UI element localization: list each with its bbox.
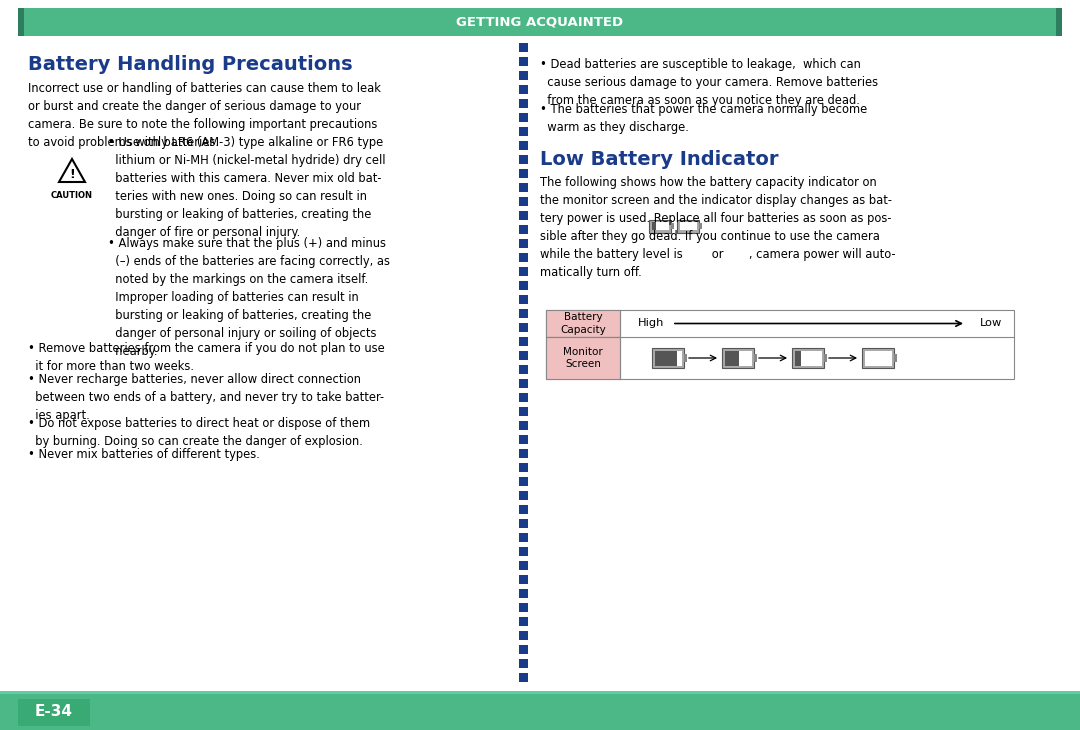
Bar	[546, 337, 620, 379]
Bar	[795, 350, 822, 366]
Bar	[519, 365, 528, 374]
Text: High: High	[638, 318, 664, 328]
Bar	[18, 699, 90, 726]
Bar	[671, 223, 674, 228]
Bar	[723, 348, 754, 368]
Bar	[795, 350, 801, 366]
Bar	[652, 348, 684, 368]
Text: Low Battery Indicator: Low Battery Indicator	[540, 150, 779, 169]
Bar	[864, 350, 891, 366]
Bar	[1056, 8, 1062, 36]
Bar	[519, 379, 528, 388]
Bar	[519, 309, 528, 318]
Bar	[519, 659, 528, 668]
Bar	[519, 449, 528, 458]
Text: E-34: E-34	[35, 704, 73, 720]
Bar	[654, 350, 677, 366]
Bar	[792, 348, 824, 368]
Bar	[0, 694, 1080, 730]
Bar	[519, 351, 528, 360]
Bar	[824, 354, 827, 362]
Bar	[519, 197, 528, 206]
Bar	[679, 222, 697, 230]
Bar	[519, 281, 528, 290]
Bar	[654, 350, 681, 366]
Bar	[699, 223, 702, 228]
Bar	[894, 354, 897, 362]
Text: The following shows how the battery capacity indicator on
the monitor screen and: The following shows how the battery capa…	[540, 176, 895, 279]
Bar	[519, 225, 528, 234]
Bar	[519, 113, 528, 122]
Bar	[519, 169, 528, 178]
Bar	[519, 211, 528, 220]
Bar	[519, 239, 528, 248]
Bar	[649, 220, 671, 232]
Text: Monitor
Screen: Monitor Screen	[563, 347, 603, 369]
Bar	[519, 267, 528, 276]
Bar	[519, 99, 528, 108]
Text: • Remove batteries from the camera if you do not plan to use
  it for more than : • Remove batteries from the camera if yo…	[28, 342, 384, 373]
Bar	[546, 310, 620, 337]
Bar	[519, 183, 528, 192]
Text: GETTING ACQUAINTED: GETTING ACQUAINTED	[457, 15, 623, 28]
Bar	[18, 8, 1062, 36]
Text: Incorrect use or handling of batteries can cause them to leak
or burst and creat: Incorrect use or handling of batteries c…	[28, 82, 381, 149]
Text: Low: Low	[980, 318, 1002, 328]
Bar	[651, 222, 656, 230]
Text: • Do not expose batteries to direct heat or dispose of them
  by burning. Doing : • Do not expose batteries to direct heat…	[28, 417, 370, 448]
Text: CAUTION: CAUTION	[51, 191, 93, 200]
Bar	[519, 477, 528, 486]
Bar	[519, 491, 528, 500]
Text: Battery Handling Precautions: Battery Handling Precautions	[28, 55, 353, 74]
Bar	[546, 310, 1014, 379]
Text: !: !	[69, 167, 75, 180]
Bar	[519, 589, 528, 598]
Bar	[519, 295, 528, 304]
Bar	[519, 519, 528, 528]
Bar	[519, 337, 528, 346]
Bar	[677, 220, 699, 232]
Bar	[519, 155, 528, 164]
Bar	[519, 603, 528, 612]
Bar	[519, 561, 528, 570]
Bar	[519, 71, 528, 80]
Bar	[519, 393, 528, 402]
Bar	[754, 354, 757, 362]
Bar	[519, 407, 528, 416]
Bar	[519, 631, 528, 640]
Text: • Never recharge batteries, never allow direct connection
  between two ends of : • Never recharge batteries, never allow …	[28, 372, 384, 422]
Bar	[519, 463, 528, 472]
Bar	[519, 141, 528, 150]
Text: • Dead batteries are susceptible to leakage,  which can
  cause serious damage t: • Dead batteries are susceptible to leak…	[540, 58, 878, 107]
Text: • Always make sure that the plus (+) and minus
  (–) ends of the batteries are f: • Always make sure that the plus (+) and…	[108, 237, 390, 358]
Bar	[519, 85, 528, 94]
Bar	[519, 127, 528, 136]
Text: • Never mix batteries of different types.: • Never mix batteries of different types…	[28, 447, 260, 461]
Bar	[0, 691, 1080, 694]
Bar	[519, 43, 528, 52]
Bar	[18, 8, 24, 36]
Bar	[519, 421, 528, 430]
Text: • Use only LR6 (AM-3) type alkaline or FR6 type
  lithium or Ni-MH (nickel-metal: • Use only LR6 (AM-3) type alkaline or F…	[108, 136, 386, 239]
Text: • The batteries that power the camera normally become
  warm as they discharge.: • The batteries that power the camera no…	[540, 104, 867, 134]
Bar	[725, 350, 752, 366]
Bar	[519, 253, 528, 262]
Bar	[519, 57, 528, 66]
Bar	[862, 348, 894, 368]
Bar	[684, 354, 687, 362]
Bar	[519, 645, 528, 654]
Bar	[519, 505, 528, 514]
Bar	[519, 575, 528, 584]
Bar	[725, 350, 740, 366]
Bar	[519, 435, 528, 444]
Bar	[519, 673, 528, 682]
Text: Battery
Capacity: Battery Capacity	[561, 312, 606, 334]
Bar	[519, 617, 528, 626]
Bar	[519, 533, 528, 542]
Bar	[519, 547, 528, 556]
Bar	[519, 323, 528, 332]
Bar	[651, 222, 669, 230]
